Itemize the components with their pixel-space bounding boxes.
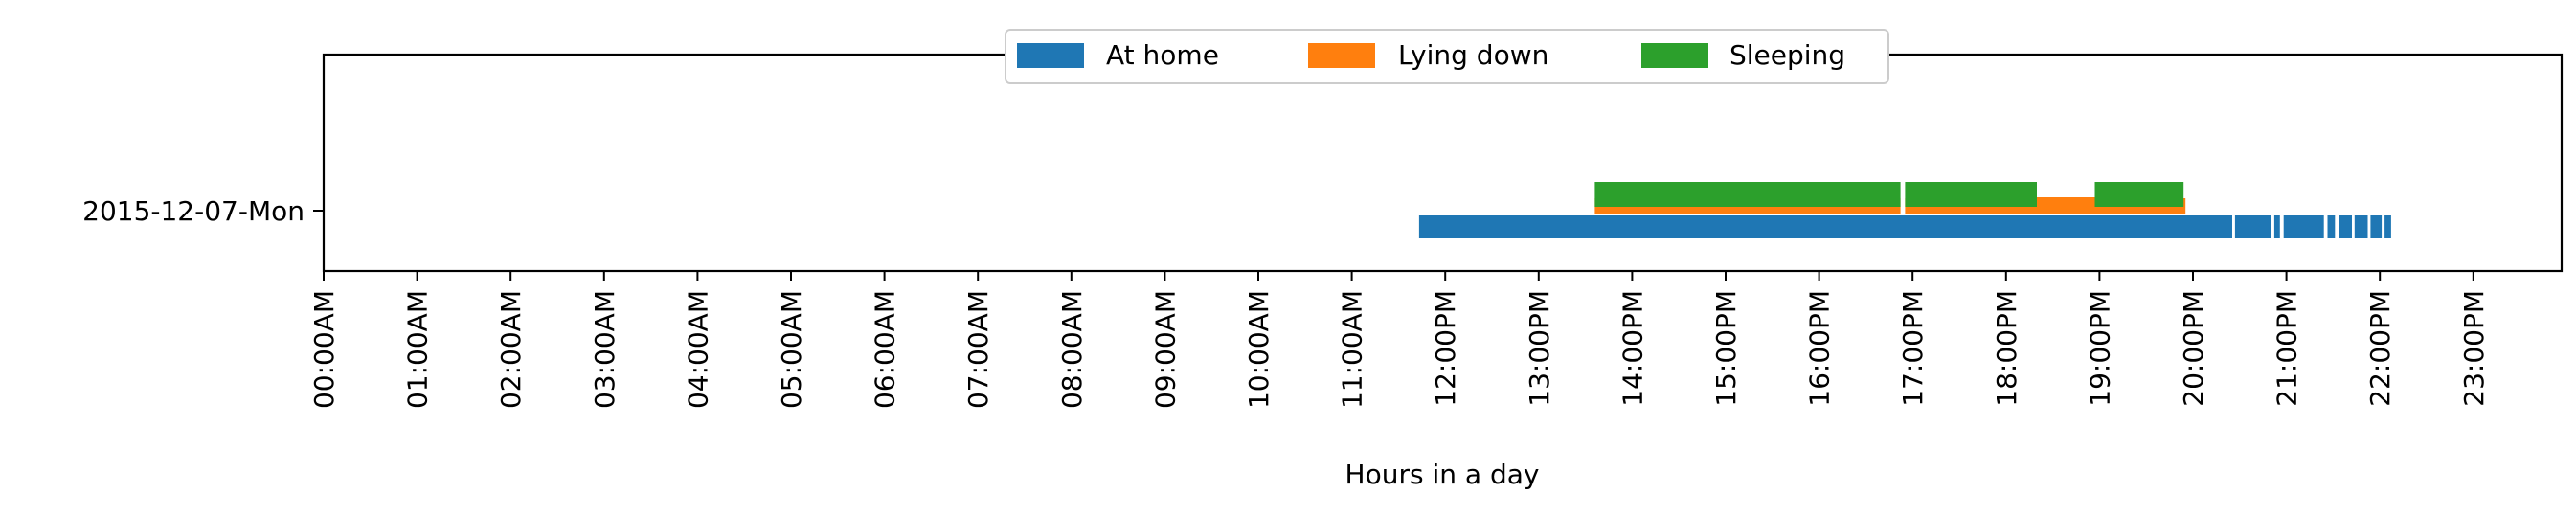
bar-at-home-8 xyxy=(2384,215,2391,238)
x-tick-label: 16:00PM xyxy=(1804,290,1836,407)
bar-sleeping-2 xyxy=(2094,182,2184,207)
bar-at-home-6 xyxy=(2354,215,2368,238)
bar-at-home-1 xyxy=(2234,215,2271,238)
x-tick-label: 08:00AM xyxy=(1056,290,1088,409)
x-tick-label: 19:00PM xyxy=(2084,290,2115,407)
bar-sleeping-1 xyxy=(1905,182,2037,207)
x-tick-label: 22:00PM xyxy=(2364,290,2396,407)
y-tick-label: 2015-12-07-Mon xyxy=(82,195,305,227)
x-tick-label: 02:00AM xyxy=(495,290,527,409)
bar-at-home-7 xyxy=(2370,215,2383,238)
x-tick-label: 01:00AM xyxy=(402,290,434,409)
x-tick-label: 04:00AM xyxy=(682,290,713,409)
bar-sleeping-0 xyxy=(1594,182,1901,207)
x-tick-label: 12:00PM xyxy=(1430,290,1461,407)
bar-at-home-4 xyxy=(2327,215,2336,238)
x-tick-label: 14:00PM xyxy=(1616,290,1648,407)
x-tick-label: 05:00AM xyxy=(776,290,807,409)
bar-at-home-0 xyxy=(1418,215,2232,238)
legend-swatch-sleeping xyxy=(1641,43,1708,68)
x-axis-ticks: 00:00AM 01:00AM 02:00AM 03:00AM 04:00AM 05:00… xyxy=(308,271,2490,409)
x-tick-label: 11:00AM xyxy=(1337,290,1368,409)
legend-swatch-lying-down xyxy=(1308,43,1375,68)
x-tick-label: 13:00PM xyxy=(1524,290,1555,407)
x-tick-label: 21:00PM xyxy=(2271,290,2303,407)
x-tick-label: 09:00AM xyxy=(1149,290,1181,409)
x-tick-label: 10:00AM xyxy=(1243,290,1275,409)
legend-label-lying-down: Lying down xyxy=(1398,39,1548,71)
bar-at-home-2 xyxy=(2273,215,2280,238)
plot-frame xyxy=(322,53,2564,273)
activity-bars xyxy=(1418,182,2391,238)
x-tick-label: 03:00AM xyxy=(589,290,621,409)
legend-label-at-home: At home xyxy=(1106,39,1219,71)
legend: At home Lying down Sleeping xyxy=(1005,29,1889,84)
x-tick-label: 15:00PM xyxy=(1710,290,1742,407)
y-axis-ticks: 2015-12-07-Mon xyxy=(82,195,324,227)
bar-at-home-5 xyxy=(2339,215,2352,238)
x-axis-label: Hours in a day xyxy=(1345,459,1540,490)
x-tick-label: 23:00PM xyxy=(2458,290,2490,407)
x-tick-label: 00:00AM xyxy=(308,290,340,409)
x-tick-label: 07:00AM xyxy=(962,290,994,409)
bar-at-home-3 xyxy=(2283,215,2324,238)
x-tick-label: 06:00AM xyxy=(870,290,901,409)
x-tick-label: 18:00PM xyxy=(1991,290,2022,407)
x-tick-label: 20:00PM xyxy=(2178,290,2209,407)
bar-lying-down-step xyxy=(2037,197,2095,214)
legend-swatch-at-home xyxy=(1017,43,1084,68)
legend-label-sleeping: Sleeping xyxy=(1729,39,1845,71)
x-tick-label: 17:00PM xyxy=(1897,290,1929,407)
